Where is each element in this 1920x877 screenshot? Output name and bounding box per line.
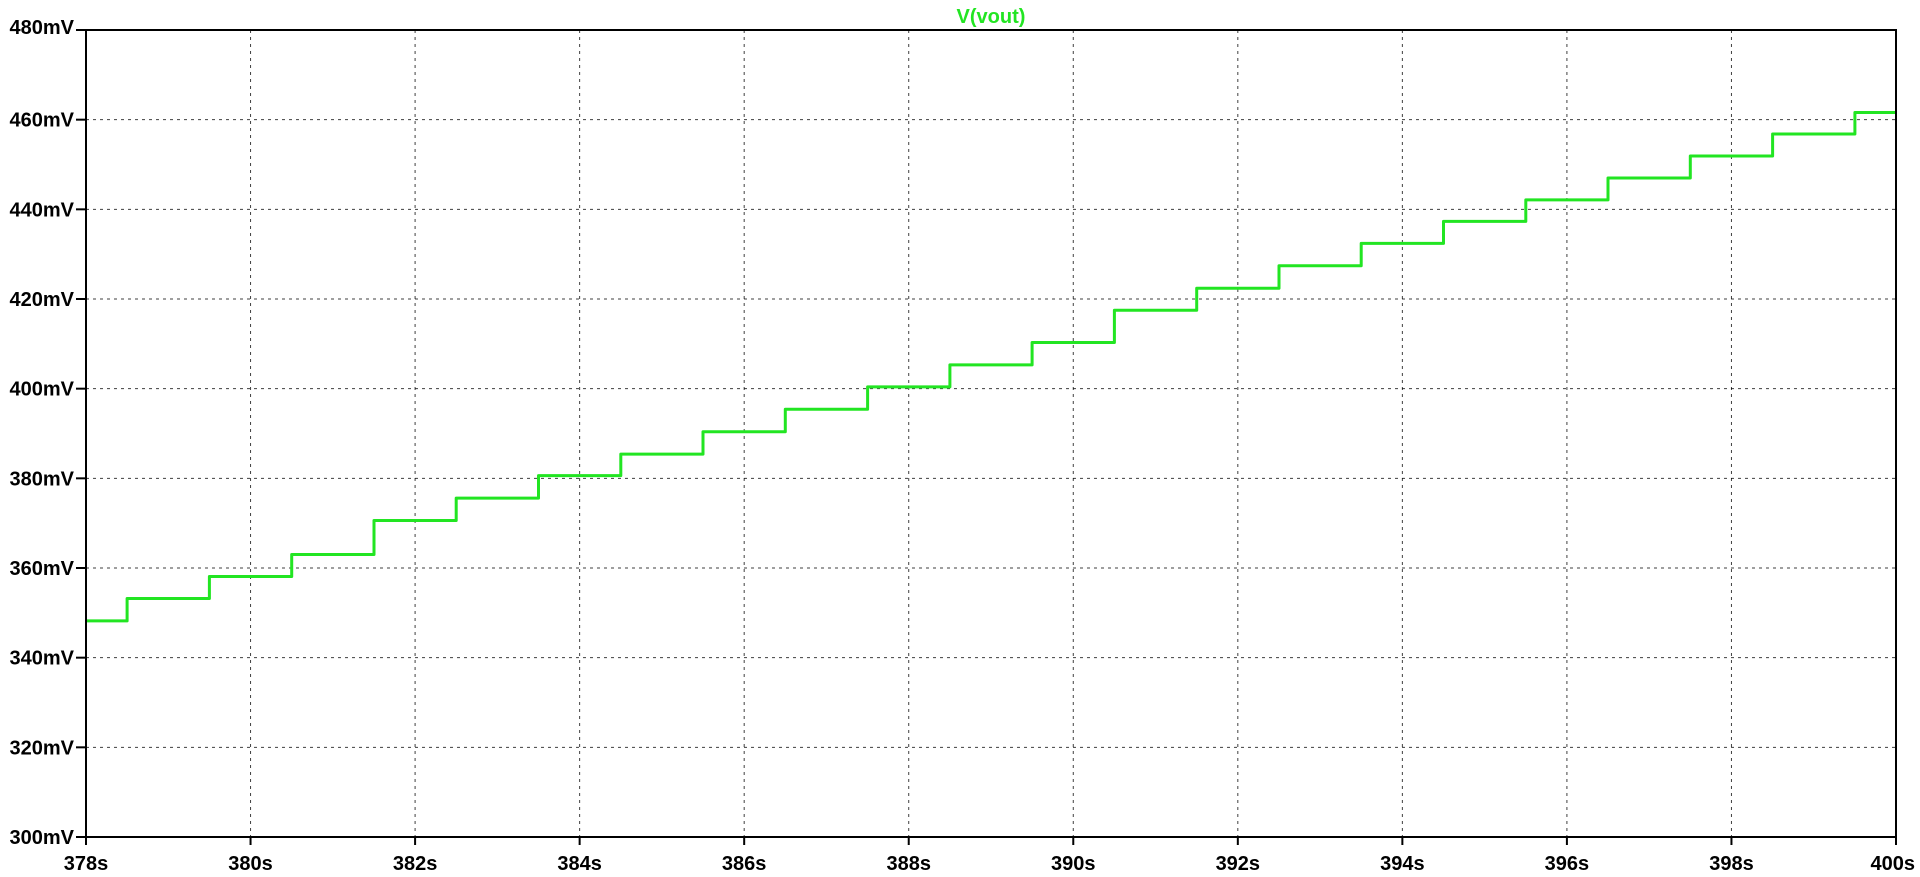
- x-tick-label: 398s: [1709, 853, 1754, 875]
- axis-ticks: [76, 29, 1897, 845]
- traces: [86, 111, 1896, 623]
- x-axis-tick-labels: 378s 380s 382s 384s 386s 388s 390s 392s 394s 396s…: [64, 853, 1915, 875]
- y-tick-label: 480mV: [10, 17, 75, 39]
- trace-vout[interactable]: [86, 111, 1896, 623]
- grid: [86, 30, 1896, 837]
- plot-frame: [85, 29, 1897, 838]
- y-tick-label: 460mV: [10, 110, 75, 132]
- y-axis-tick-labels: 300mV 320mV 340mV 360mV 380mV 400mV 420mV 440mV…: [10, 17, 75, 849]
- y-tick-label: 440mV: [10, 199, 75, 221]
- x-tick-label: 392s: [1216, 853, 1261, 875]
- y-tick-label: 340mV: [10, 648, 75, 670]
- x-tick-label: 396s: [1545, 853, 1590, 875]
- y-tick-label: 380mV: [10, 468, 75, 490]
- x-tick-label: 388s: [886, 853, 931, 875]
- y-tick-label: 400mV: [10, 379, 75, 401]
- y-tick-label: 360mV: [10, 558, 75, 580]
- y-tick-label: 300mV: [10, 827, 75, 849]
- x-tick-label: 400s: [1871, 853, 1916, 875]
- x-tick-label: 386s: [722, 853, 767, 875]
- x-tick-label: 380s: [228, 853, 273, 875]
- x-tick-label: 390s: [1051, 853, 1096, 875]
- x-tick-label: 382s: [393, 853, 438, 875]
- x-tick-label: 378s: [64, 853, 109, 875]
- x-tick-label: 394s: [1380, 853, 1425, 875]
- x-tick-label: 384s: [557, 853, 602, 875]
- y-tick-label: 320mV: [10, 737, 75, 759]
- trace-title[interactable]: V(vout): [957, 6, 1026, 28]
- y-tick-label: 420mV: [10, 289, 75, 311]
